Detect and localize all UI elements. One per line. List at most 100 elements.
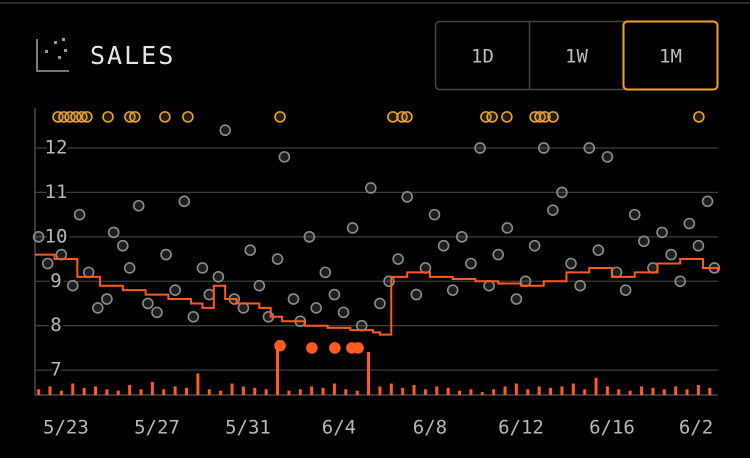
sale-point [547, 111, 559, 123]
y-tick-label: 12 [45, 136, 68, 158]
range-button-label: 1W [565, 46, 588, 68]
volume-bar [492, 389, 496, 395]
sale-point [203, 288, 216, 301]
sale-point [41, 257, 54, 270]
volume-bar [367, 351, 371, 395]
sale-point [456, 231, 468, 243]
sale-point [446, 284, 459, 296]
volume-bar [662, 389, 666, 395]
volume-bar [207, 389, 211, 395]
sale-point [182, 111, 194, 123]
sale-point [601, 151, 614, 163]
sale-point [346, 222, 359, 234]
volume-bar [560, 386, 564, 395]
volume-bar [48, 386, 52, 395]
sale-point [253, 279, 266, 292]
sale-point [528, 239, 541, 252]
volume-bar [401, 387, 405, 395]
x-tick-label: 6/16 [589, 417, 635, 439]
volume-bar [617, 389, 621, 395]
range-button[interactable]: 1D [436, 22, 530, 90]
volume-bar [310, 386, 314, 395]
sale-point [102, 111, 114, 123]
floor-price-line [35, 253, 719, 336]
sale-point [328, 288, 341, 301]
sale-point [492, 248, 505, 261]
x-tick-label: 5/23 [43, 417, 89, 439]
volume-bar [71, 383, 75, 395]
volume-bar [185, 387, 189, 395]
sale-point [81, 111, 93, 123]
sale-point [428, 208, 441, 221]
volume-bar [389, 383, 393, 395]
volume-bar [412, 384, 416, 395]
sale-point [169, 284, 181, 296]
volume-bar [571, 383, 575, 395]
sale-point [160, 248, 172, 261]
sale-point [387, 111, 399, 123]
sale-point [91, 302, 104, 314]
volume-bar [594, 377, 598, 395]
sale-point [271, 253, 284, 265]
sale-point [437, 239, 450, 252]
sale-point [565, 257, 577, 270]
sale-point [486, 111, 498, 123]
sale-point [337, 306, 350, 319]
volume-bar [173, 386, 177, 395]
sale-point [374, 297, 386, 310]
sale-point [683, 217, 696, 230]
volume-bar [435, 386, 439, 395]
volume-bar [514, 383, 518, 395]
sale-point [48, 271, 61, 283]
volume-bar [196, 373, 200, 395]
sale-point [365, 182, 377, 194]
volume-bar [696, 384, 700, 395]
sale-point [278, 151, 291, 163]
sale-point [142, 297, 154, 310]
sale-point [692, 239, 705, 252]
sale-point [547, 204, 559, 216]
sale-point [693, 111, 705, 123]
volume-bar [219, 390, 223, 395]
y-tick-label: 8 [50, 314, 61, 336]
x-tick-label: 6/12 [498, 417, 544, 439]
volume-bar [162, 389, 166, 395]
volume-bar [674, 386, 678, 395]
volume-bar [298, 389, 302, 395]
sale-point [392, 253, 404, 265]
volume-bar [685, 389, 689, 395]
sale-point [510, 293, 523, 305]
volume-bar [423, 389, 427, 395]
volume-bar [526, 389, 530, 395]
sale-point [73, 208, 86, 221]
widget-title: SALES [90, 41, 175, 70]
volume-bar [150, 382, 154, 395]
volume-bar [332, 383, 336, 395]
sale-point [219, 124, 232, 137]
range-button-bg [622, 20, 719, 91]
y-tick-label: 10 [45, 225, 68, 247]
sale-point [401, 191, 414, 203]
sale-point [123, 262, 136, 274]
sale-point [410, 288, 423, 301]
sale-point [583, 142, 596, 154]
range-button[interactable]: 1M [622, 20, 719, 91]
volume-bar [355, 390, 359, 395]
y-tick-label: 11 [45, 181, 68, 203]
range-button[interactable]: 1W [530, 22, 624, 90]
sale-point [66, 279, 79, 292]
sale-point [212, 271, 225, 283]
sale-point [117, 239, 129, 252]
y-tick-label: 7 [50, 359, 61, 381]
sale-point [537, 142, 550, 154]
sale-point [306, 342, 318, 354]
sale-point [287, 293, 300, 305]
x-tick-label: 5/27 [134, 417, 180, 439]
sale-point [244, 244, 257, 256]
volume-bar [241, 386, 245, 395]
volume-bar [230, 383, 234, 395]
sale-point [401, 111, 413, 123]
volume-bar [458, 390, 462, 395]
volume-bar [139, 389, 143, 395]
